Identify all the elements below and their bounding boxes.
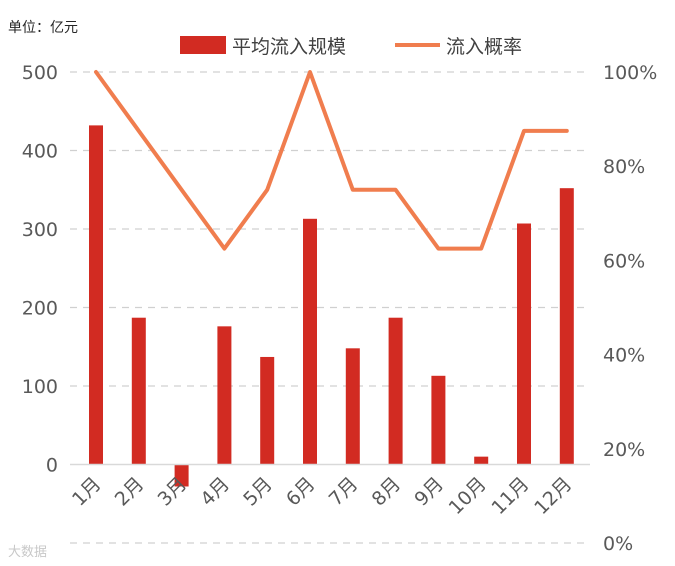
y-left-tick-label: 400 bbox=[22, 141, 58, 163]
x-tick-label: 6月 bbox=[282, 473, 320, 511]
y-right-tick-label: 100% bbox=[603, 62, 657, 84]
y-left-tick-label: 0 bbox=[46, 455, 58, 477]
y-right-tick-label: 20% bbox=[603, 439, 645, 461]
x-tick-label: 1月 bbox=[68, 473, 106, 511]
x-tick-label: 8月 bbox=[368, 473, 406, 511]
bar bbox=[131, 317, 146, 465]
y-axis-right: 0% 20% 40% 60% 80% 100% bbox=[603, 62, 657, 555]
watermark: 大数据 bbox=[8, 545, 47, 560]
bar bbox=[174, 464, 189, 487]
y-right-tick-label: 40% bbox=[603, 345, 645, 367]
bar bbox=[559, 188, 574, 465]
x-tick-label: 5月 bbox=[239, 473, 277, 511]
bar bbox=[89, 125, 103, 465]
legend: 平均流入规模 流入概率 bbox=[180, 36, 522, 58]
x-tick-label: 9月 bbox=[410, 473, 448, 511]
y-axis-left: 0 100 200 300 400 500 bbox=[22, 62, 58, 477]
legend-bar-label: 平均流入规模 bbox=[232, 36, 346, 58]
y-left-tick-label: 100 bbox=[22, 376, 58, 398]
legend-line-label: 流入概率 bbox=[446, 36, 522, 58]
bar bbox=[260, 356, 275, 465]
x-tick-label: 4月 bbox=[196, 473, 234, 511]
bar bbox=[217, 326, 232, 465]
bar bbox=[303, 218, 317, 465]
bar bbox=[474, 456, 489, 465]
x-tick-label: 11月 bbox=[487, 473, 533, 519]
y-right-tick-label: 80% bbox=[603, 156, 645, 178]
gridlines bbox=[70, 71, 590, 544]
x-tick-label: 10月 bbox=[445, 473, 491, 519]
legend-bar-swatch bbox=[180, 36, 226, 54]
y-right-tick-label: 60% bbox=[603, 250, 645, 272]
y-left-tick-label: 300 bbox=[22, 219, 58, 241]
x-tick-label: 2月 bbox=[111, 473, 149, 511]
bar-series bbox=[89, 125, 574, 487]
x-tick-label: 7月 bbox=[325, 473, 363, 511]
bar bbox=[517, 223, 531, 465]
probability-line bbox=[94, 70, 569, 251]
y-left-tick-label: 200 bbox=[22, 298, 58, 320]
x-tick-label: 12月 bbox=[530, 473, 576, 519]
y-left-tick-label: 500 bbox=[22, 62, 58, 84]
bar bbox=[431, 375, 446, 465]
y-right-tick-label: 0% bbox=[603, 533, 633, 555]
bar bbox=[388, 317, 403, 465]
bar bbox=[345, 348, 360, 465]
line-series bbox=[94, 70, 569, 251]
unit-label: 单位：亿元 bbox=[8, 20, 78, 36]
